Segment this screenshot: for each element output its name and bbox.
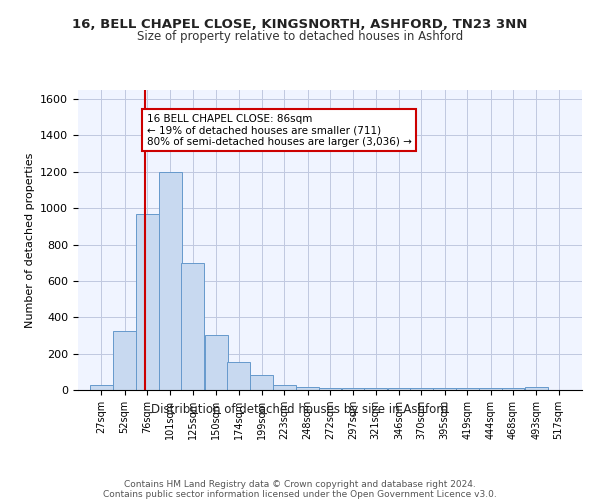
Text: 16 BELL CHAPEL CLOSE: 86sqm
← 19% of detached houses are smaller (711)
80% of se: 16 BELL CHAPEL CLOSE: 86sqm ← 19% of det… — [146, 114, 412, 147]
Text: Contains HM Land Registry data © Crown copyright and database right 2024.
Contai: Contains HM Land Registry data © Crown c… — [103, 480, 497, 500]
Bar — [502, 388, 524, 390]
Bar — [342, 388, 365, 390]
Bar — [181, 262, 204, 390]
Bar — [227, 362, 250, 390]
Bar — [388, 388, 410, 390]
Text: Size of property relative to detached houses in Ashford: Size of property relative to detached ho… — [137, 30, 463, 43]
Text: 16, BELL CHAPEL CLOSE, KINGSNORTH, ASHFORD, TN23 3NN: 16, BELL CHAPEL CLOSE, KINGSNORTH, ASHFO… — [73, 18, 527, 30]
Bar — [410, 388, 433, 390]
Bar — [525, 388, 548, 390]
Bar — [479, 388, 502, 390]
Bar — [364, 388, 387, 390]
Bar — [159, 172, 182, 390]
Bar — [90, 386, 113, 390]
Bar — [296, 388, 319, 390]
Bar — [319, 388, 341, 390]
Bar — [433, 388, 456, 390]
Y-axis label: Number of detached properties: Number of detached properties — [25, 152, 35, 328]
Bar — [273, 386, 296, 390]
Bar — [250, 376, 274, 390]
Bar — [113, 331, 136, 390]
Bar — [205, 334, 227, 390]
Text: Distribution of detached houses by size in Ashford: Distribution of detached houses by size … — [151, 402, 449, 415]
Bar — [136, 214, 158, 390]
Bar — [456, 388, 479, 390]
